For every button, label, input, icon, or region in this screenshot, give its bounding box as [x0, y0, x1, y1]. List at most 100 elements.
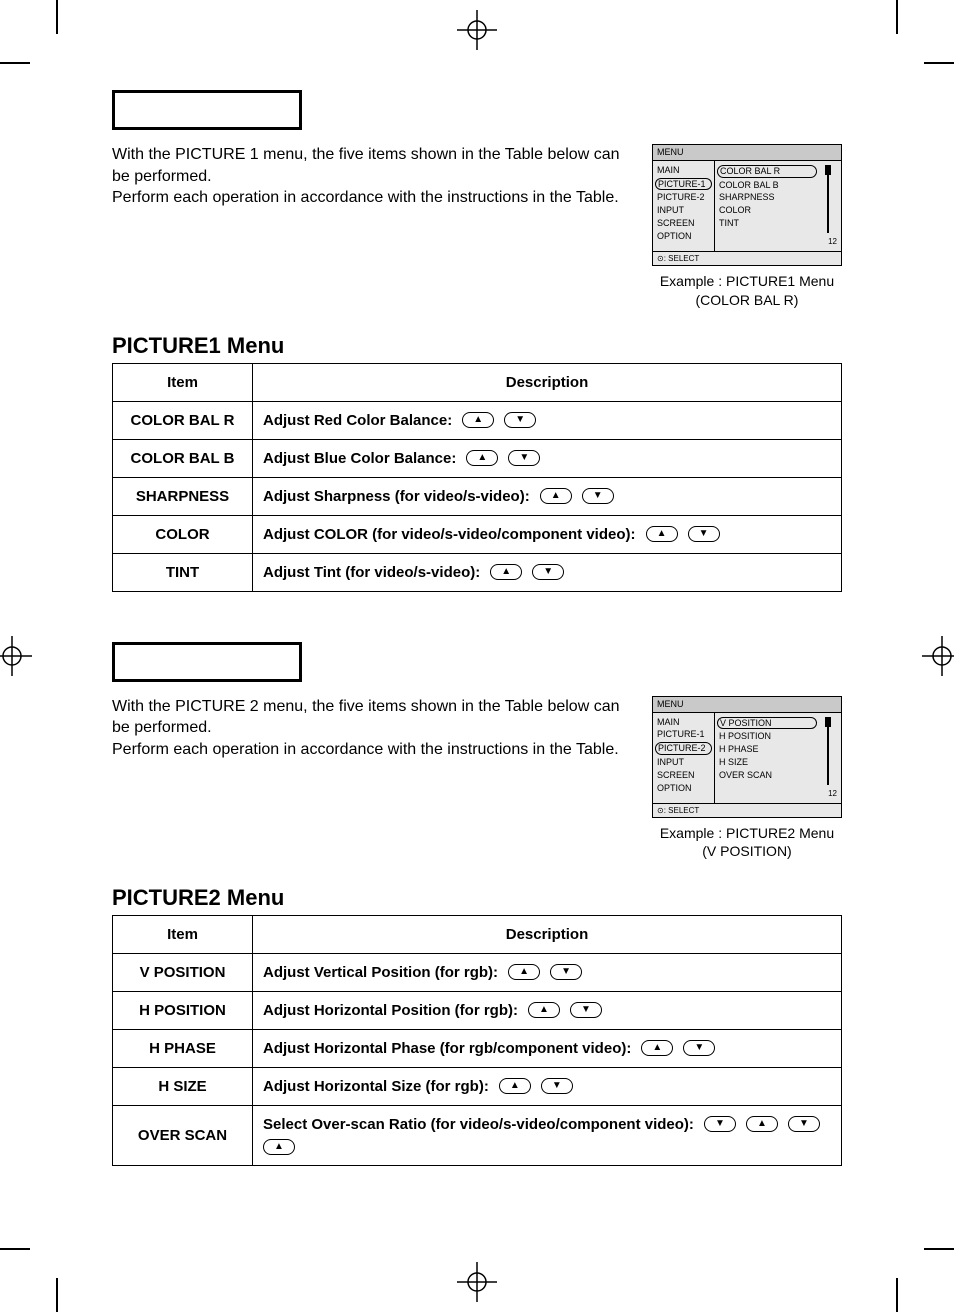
osd-item: MAIN	[655, 165, 712, 176]
intro-line: With the PICTURE 1 menu, the five items …	[112, 146, 620, 185]
description-cell: Adjust Red Color Balance:▲▼	[253, 401, 842, 439]
picture2-table: ItemDescriptionV POSITIONAdjust Vertical…	[112, 915, 842, 1166]
osd-item: INPUT	[655, 205, 712, 216]
description-text: Adjust Vertical Position (for rgb):	[263, 964, 498, 981]
section-title-box	[112, 90, 302, 130]
item-cell: SHARPNESS	[113, 477, 253, 515]
osd-slider-thumb	[825, 717, 831, 727]
table-heading: PICTURE2 Menu	[112, 885, 842, 911]
osd-item: PICTURE-1	[655, 729, 712, 740]
up-button-icon: ▲	[540, 488, 572, 504]
down-button-icon: ▼	[704, 1116, 736, 1132]
down-button-icon: ▼	[788, 1116, 820, 1132]
down-button-icon: ▼	[688, 526, 720, 542]
osd-footer: ⊙: SELECT	[653, 251, 841, 266]
registration-mark-icon	[0, 636, 32, 676]
description-text: Adjust Sharpness (for video/s-video):	[263, 488, 530, 505]
osd-left-list: MAINPICTURE-1PICTURE-2INPUTSCREENOPTION	[653, 713, 715, 803]
up-button-icon: ▲	[508, 964, 540, 980]
osd-title: MENU	[653, 697, 841, 713]
crop-mark	[56, 1278, 58, 1312]
osd-item: PICTURE-2	[655, 192, 712, 203]
table-row: COLOR BAL RAdjust Red Color Balance:▲▼	[113, 401, 842, 439]
osd-item: OPTION	[655, 783, 712, 794]
osd-menu-preview: MENU MAINPICTURE-1PICTURE-2INPUTSCREENOP…	[652, 144, 842, 266]
up-button-icon: ▲	[528, 1002, 560, 1018]
up-button-icon: ▲	[466, 450, 498, 466]
picture1-table: ItemDescriptionCOLOR BAL RAdjust Red Col…	[112, 363, 842, 592]
description-cell: Adjust COLOR (for video/s-video/componen…	[253, 515, 842, 553]
osd-item: TINT	[717, 218, 817, 229]
down-button-icon: ▼	[504, 412, 536, 428]
description-text: Adjust Blue Color Balance:	[263, 450, 456, 467]
crop-mark	[924, 62, 954, 64]
table-heading: PICTURE1 Menu	[112, 333, 842, 359]
up-button-icon: ▲	[641, 1040, 673, 1056]
up-button-icon: ▲	[746, 1116, 778, 1132]
crop-mark	[924, 1248, 954, 1250]
osd-item: H SIZE	[717, 757, 817, 768]
osd-item: MAIN	[655, 717, 712, 728]
intro-text: With the PICTURE 1 menu, the five items …	[112, 144, 638, 209]
item-cell: H PHASE	[113, 1029, 253, 1067]
osd-slider-track	[827, 719, 829, 785]
description-cell: Adjust Sharpness (for video/s-video): ▲ ▼	[253, 477, 842, 515]
osd-menu-preview: MENU MAINPICTURE-1PICTURE-2INPUTSCREENOP…	[652, 696, 842, 818]
description-cell: Adjust Blue Color Balance:▲▼	[253, 439, 842, 477]
registration-mark-icon	[922, 636, 954, 676]
up-button-icon: ▲	[462, 412, 494, 428]
osd-item: V POSITION	[717, 717, 817, 730]
osd-caption: Example : PICTURE2 Menu (V POSITION)	[652, 824, 842, 860]
osd-footer: ⊙: SELECT	[653, 803, 841, 818]
down-button-icon: ▼	[683, 1040, 715, 1056]
description-text: Adjust Horizontal Position (for rgb):	[263, 1002, 518, 1019]
intro-line: Perform each operation in accordance wit…	[112, 189, 619, 206]
description-text: Adjust COLOR (for video/s-video/componen…	[263, 526, 636, 543]
table-row: H POSITIONAdjust Horizontal Position (fo…	[113, 991, 842, 1029]
down-button-icon: ▼	[541, 1078, 573, 1094]
up-button-icon: ▲	[490, 564, 522, 580]
description-text: Adjust Horizontal Size (for rgb):	[263, 1078, 489, 1095]
osd-caption: Example : PICTURE1 Menu (COLOR BAL R)	[652, 272, 842, 308]
table-row: COLOR BAL BAdjust Blue Color Balance:▲▼	[113, 439, 842, 477]
crop-mark	[896, 1278, 898, 1312]
intro-line: Perform each operation in accordance wit…	[112, 741, 619, 758]
description-text: Adjust Tint (for video/s-video):	[263, 564, 480, 581]
item-cell: H POSITION	[113, 991, 253, 1029]
osd-item: H PHASE	[717, 744, 817, 755]
column-header: Description	[253, 915, 842, 953]
page-content: With the PICTURE 1 menu, the five items …	[112, 90, 842, 1166]
osd-value: 12	[828, 789, 837, 799]
osd-item: SHARPNESS	[717, 192, 817, 203]
description-cell: Adjust Tint (for video/s-video):▲▼	[253, 553, 842, 591]
description-cell: Adjust Horizontal Phase (for rgb/compone…	[253, 1029, 842, 1067]
description-cell: Select Over-scan Ratio (for video/s-vide…	[253, 1105, 842, 1165]
up-button-icon: ▲	[263, 1139, 295, 1155]
description-cell: Adjust Horizontal Size (for rgb): ▲ ▼	[253, 1067, 842, 1105]
table-row: TINTAdjust Tint (for video/s-video):▲▼	[113, 553, 842, 591]
down-button-icon: ▼	[582, 488, 614, 504]
item-cell: OVER SCAN	[113, 1105, 253, 1165]
up-button-icon: ▲	[499, 1078, 531, 1094]
registration-mark-icon	[457, 1262, 497, 1302]
item-cell: COLOR BAL R	[113, 401, 253, 439]
intro-line: With the PICTURE 2 menu, the five items …	[112, 698, 620, 737]
table-row: V POSITIONAdjust Vertical Position (for …	[113, 953, 842, 991]
osd-title: MENU	[653, 145, 841, 161]
up-button-icon: ▲	[646, 526, 678, 542]
down-button-icon: ▼	[570, 1002, 602, 1018]
table-row: H PHASEAdjust Horizontal Phase (for rgb/…	[113, 1029, 842, 1067]
osd-item: OVER SCAN	[717, 770, 817, 781]
osd-item: SCREEN	[655, 770, 712, 781]
crop-mark	[56, 0, 58, 34]
intro-text: With the PICTURE 2 menu, the five items …	[112, 696, 638, 761]
table-row: SHARPNESSAdjust Sharpness (for video/s-v…	[113, 477, 842, 515]
item-cell: TINT	[113, 553, 253, 591]
crop-mark	[0, 62, 30, 64]
osd-slider-thumb	[825, 165, 831, 175]
column-header: Item	[113, 363, 253, 401]
item-cell: COLOR	[113, 515, 253, 553]
description-cell: Adjust Horizontal Position (for rgb): ▲ ▼	[253, 991, 842, 1029]
osd-item: COLOR BAL R	[717, 165, 817, 178]
osd-item: COLOR	[717, 205, 817, 216]
